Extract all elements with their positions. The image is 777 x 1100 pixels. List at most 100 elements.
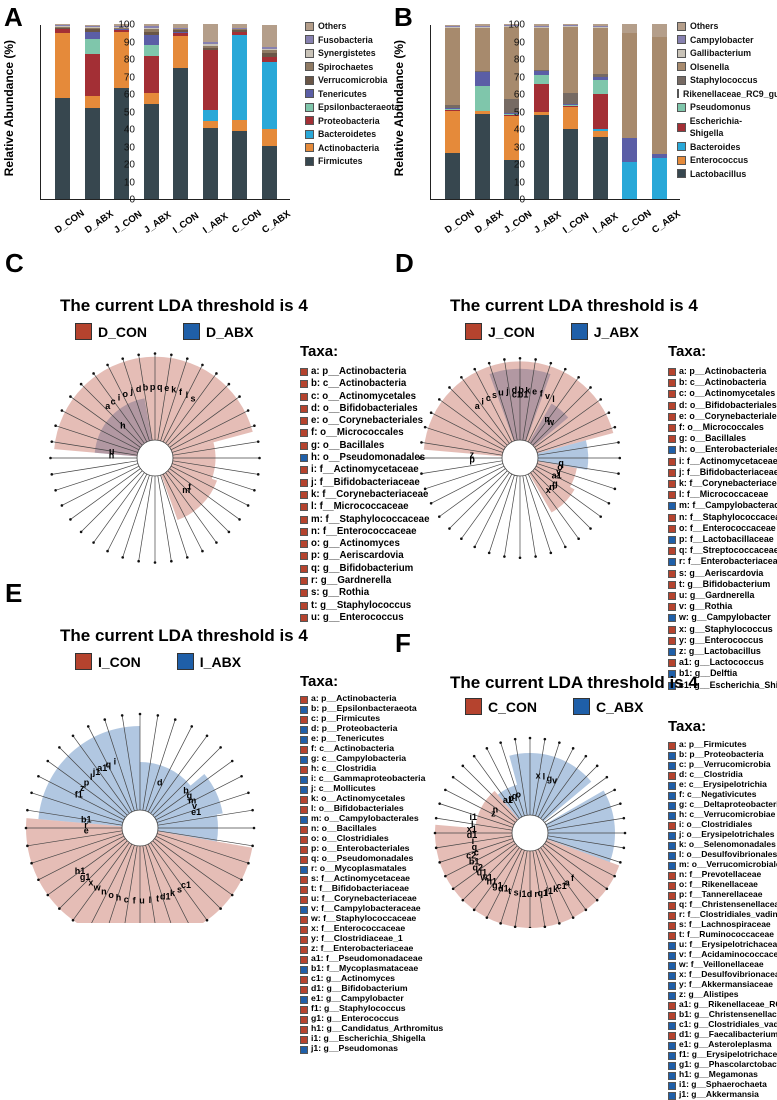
bar-segment-panelB-D_ABX-Campylobacter[interactable] [475,26,490,27]
bar-segment-panelB-D_CON-Enterococcus[interactable] [445,111,460,153]
bar-segment-panelB-C_ABX-Olsenella[interactable] [652,37,667,154]
bar-segment-panelB-D_CON-EscherichiaShigella[interactable] [445,110,460,111]
bar-segment-panelA-D_CON-Fusobacteria[interactable] [55,25,70,26]
bar-segment-panelA-I_CON-Others[interactable] [173,24,188,28]
bar-segment-panelA-I_CON-Verrucomicrobia[interactable] [173,30,188,32]
bar-segment-panelA-C_ABX-Verrucomicrobia[interactable] [262,53,277,57]
bar-segment-panelA-C_ABX-Synergistetes[interactable] [262,49,277,51]
bar-segment-panelA-I_ABX-Verrucomicrobia[interactable] [203,48,218,51]
bar-segment-panelB-I_ABX-RikenellaceaeRC9gutgroup[interactable] [593,77,608,81]
bar-segment-panelA-I_ABX-Bacteroidetes[interactable] [203,110,218,121]
bar-segment-panelA-J_ABX-Firmicutes[interactable] [144,104,159,199]
bar-segment-panelA-C_ABX-Others[interactable] [262,25,277,47]
bar-segment-panelB-J_ABX-Lactobacillus[interactable] [534,115,549,199]
bar-segment-panelB-C_CON-Others[interactable] [622,24,637,33]
bar-segment-panelB-I_ABX-Bacteroides[interactable] [593,129,608,131]
bar-segment-panelB-D_ABX-Others[interactable] [475,24,490,26]
bar-segment-panelB-C_CON-RikenellaceaeRC9gutgroup[interactable] [622,138,637,163]
bar-segment-panelA-J_ABX-Verrucomicrobia[interactable] [144,32,159,35]
bar-segment-panelB-D_CON-RikenellaceaeRC9gutgroup[interactable] [445,108,460,109]
bar-segment-panelB-C_CON-Olsenella[interactable] [622,33,637,138]
bar-segment-panelA-C_CON-Others[interactable] [232,24,247,28]
bar-segment-panelB-D_CON-Pseudomonus[interactable] [445,109,460,110]
bar-segment-panelB-D_CON-Gallibacterium[interactable] [445,27,460,28]
bar-segment-panelB-D_CON-Campylobacter[interactable] [445,26,460,27]
bar-segment-panelA-D_ABX-Firmicutes[interactable] [85,108,100,199]
bar-segment-panelA-J_ABX-Others[interactable] [144,24,159,26]
bar-segment-panelB-I_CON-RikenellaceaeRC9gutgroup[interactable] [563,104,578,106]
bar-segment-panelA-J_ABX-Epsilonbacteraeota[interactable] [144,45,159,56]
bar-segment-panelB-I_ABX-Lactobacillus[interactable] [593,137,608,199]
bar-segment-panelB-I_ABX-Campylobacter[interactable] [593,26,608,27]
bar-segment-panelA-D_CON-Others[interactable] [55,24,70,25]
bar-segment-panelB-J_ABX-Gallibacterium[interactable] [534,27,549,28]
bar-segment-panelA-C_CON-Verrucomicrobia[interactable] [232,30,247,32]
bar-segment-panelA-I_CON-Firmicutes[interactable] [173,68,188,199]
bar-segment-panelB-C_ABX-Others[interactable] [652,24,667,37]
bar-segment-panelA-C_CON-Fusobacteria[interactable] [232,28,247,29]
bar-segment-panelB-J_CON-Enterococcus[interactable] [504,116,519,160]
bar-segment-panelA-C_ABX-Firmicutes[interactable] [262,146,277,199]
bar-segment-panelA-C_ABX-Spirochaetes[interactable] [262,50,277,53]
bar-segment-panelB-D_CON-Lactobacillus[interactable] [445,153,460,199]
bar-segment-panelA-I_CON-Actinobacteria[interactable] [173,36,188,68]
bar-segment-panelA-D_CON-Proteobacteria[interactable] [55,29,70,33]
bar-segment-panelB-I_CON-Staphylococcus[interactable] [563,93,578,104]
bar-segment-panelA-D_ABX-Fusobacteria[interactable] [85,26,100,27]
bar-segment-panelA-J_ABX-Proteobacteria[interactable] [144,56,159,93]
bar-segment-panelB-J_ABX-EscherichiaShigella[interactable] [534,84,549,112]
bar-segment-panelB-I_CON-EscherichiaShigella[interactable] [563,106,578,107]
bar-segment-panelA-D_ABX-Actinobacteria[interactable] [85,96,100,108]
bar-segment-panelB-D_ABX-Staphylococcus[interactable] [475,71,490,72]
bar-segment-panelB-I_ABX-EscherichiaShigella[interactable] [593,94,608,129]
bar-segment-panelB-I_ABX-Gallibacterium[interactable] [593,27,608,28]
bar-segment-panelB-C_CON-Bacteroides[interactable] [622,162,637,199]
bar-segment-panelB-I_CON-Others[interactable] [563,24,578,25]
bar-segment-panelB-I_ABX-Enterococcus[interactable] [593,131,608,137]
bar-segment-panelA-C_CON-Bacteroidetes[interactable] [232,35,247,120]
bar-segment-panelA-C_ABX-Proteobacteria[interactable] [262,57,277,61]
bar-segment-panelB-C_ABX-Bacteroides[interactable] [652,158,667,199]
bar-segment-panelA-C_ABX-Fusobacteria[interactable] [262,47,277,49]
bar-segment-panelA-D_ABX-Spirochaetes[interactable] [85,28,100,30]
bar-segment-panelB-D_CON-Staphylococcus[interactable] [445,105,460,109]
bar-segment-panelA-D_ABX-Others[interactable] [85,25,100,26]
bar-segment-panelA-D_CON-Spirochaetes[interactable] [55,27,70,28]
bar-segment-panelA-D_CON-Synergistetes[interactable] [55,26,70,27]
bar-segment-panelA-D_ABX-Proteobacteria[interactable] [85,54,100,96]
bar-segment-panelB-I_CON-Gallibacterium[interactable] [563,26,578,27]
bar-segment-panelA-C_CON-Firmicutes[interactable] [232,131,247,199]
bar-segment-panelB-J_ABX-Olsenella[interactable] [534,28,549,70]
bar-segment-panelA-I_ABX-Actinobacteria[interactable] [203,121,218,128]
bar-segment-panelB-D_ABX-Lactobacillus[interactable] [475,114,490,199]
bar-segment-panelB-I_CON-Olsenella[interactable] [563,27,578,94]
bar-segment-panelB-J_ABX-Pseudomonus[interactable] [534,75,549,85]
bar-segment-panelA-D_ABX-Tenericutes[interactable] [85,32,100,39]
bar-segment-panelB-D_ABX-Gallibacterium[interactable] [475,27,490,28]
bar-segment-panelA-C_CON-Proteobacteria[interactable] [232,32,247,36]
bar-segment-panelB-I_ABX-Staphylococcus[interactable] [593,74,608,77]
bar-segment-panelB-I_ABX-Pseudomonus[interactable] [593,80,608,94]
bar-segment-panelB-I_ABX-Others[interactable] [593,24,608,26]
bar-segment-panelB-J_ABX-Enterococcus[interactable] [534,112,549,115]
bar-segment-panelB-D_ABX-Enterococcus[interactable] [475,111,490,115]
bar-segment-panelB-J_ABX-Campylobacter[interactable] [534,26,549,27]
bar-segment-panelB-D_CON-Others[interactable] [445,25,460,26]
bar-segment-panelA-D_CON-Firmicutes[interactable] [55,98,70,200]
bar-segment-panelA-J_ABX-Synergistetes[interactable] [144,28,159,30]
bar-segment-panelB-J_ABX-Staphylococcus[interactable] [534,70,549,72]
bar-segment-panelB-C_ABX-RikenellaceaeRC9gutgroup[interactable] [652,154,667,158]
bar-segment-panelB-D_ABX-Pseudomonus[interactable] [475,86,490,111]
bar-segment-panelA-C_CON-Actinobacteria[interactable] [232,120,247,131]
bar-segment-panelA-I_ABX-Firmicutes[interactable] [203,128,218,199]
bar-segment-panelA-C_CON-Synergistetes[interactable] [232,28,247,29]
bar-segment-panelA-I_ABX-Synergistetes[interactable] [203,44,218,46]
bar-segment-panelA-I_CON-Synergistetes[interactable] [173,28,188,29]
bar-segment-panelA-D_ABX-Verrucomicrobia[interactable] [85,29,100,32]
bar-segment-panelB-I_CON-Lactobacillus[interactable] [563,129,578,199]
bar-segment-panelB-I_CON-Pseudomonus[interactable] [563,105,578,106]
bar-segment-panelB-J_ABX-RikenellaceaeRC9gutgroup[interactable] [534,71,549,75]
bar-segment-panelA-I_ABX-Others[interactable] [203,24,218,42]
bar-segment-panelB-J_ABX-Others[interactable] [534,24,549,26]
bar-segment-panelA-D_CON-Tenericutes[interactable] [55,28,70,29]
